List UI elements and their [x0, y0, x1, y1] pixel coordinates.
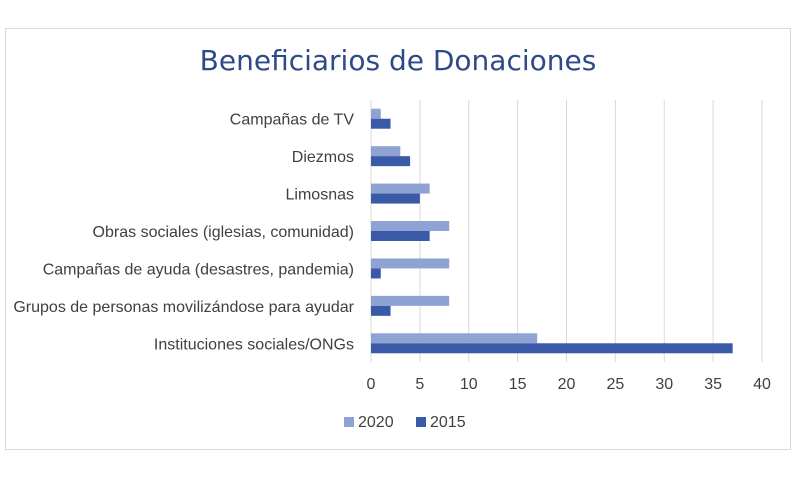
bar-2020 — [371, 108, 381, 119]
category-label: Campañas de TV — [230, 112, 355, 129]
bar-2020 — [371, 183, 430, 194]
x-tick-label: 35 — [704, 376, 722, 393]
x-tick-label: 0 — [367, 376, 376, 393]
legend-swatch-2015 — [416, 417, 426, 427]
bar-2015 — [371, 231, 430, 241]
x-tick-label: 20 — [558, 376, 576, 393]
category-label: Limosnas — [286, 187, 354, 204]
x-tick-label: 25 — [606, 376, 624, 393]
bar-2015 — [371, 193, 420, 204]
category-label: Instituciones sociales/ONGs — [154, 336, 354, 353]
chart-title: Beneficiarios de Donaciones — [200, 44, 597, 77]
legend-swatch-2020 — [344, 417, 354, 427]
x-tick-label: 30 — [655, 376, 673, 393]
bar-2015 — [371, 268, 381, 279]
bar-2015 — [371, 156, 411, 167]
bar-2020 — [371, 333, 538, 344]
bar-2020 — [371, 258, 450, 269]
bar-2020 — [371, 295, 450, 306]
x-tick-label: 15 — [509, 376, 527, 393]
bar-2015 — [371, 118, 391, 129]
legend-label-2015: 2015 — [430, 414, 466, 431]
x-tick-label: 40 — [753, 376, 771, 393]
category-label: Campañas de ayuda (desastres, pandemia) — [43, 261, 354, 278]
bar-2015 — [371, 305, 391, 316]
x-tick-label: 10 — [460, 376, 478, 393]
legend-label-2020: 2020 — [358, 414, 394, 431]
x-tick-label: 5 — [415, 376, 424, 393]
category-label: Diezmos — [292, 149, 354, 166]
bar-2015 — [371, 343, 733, 354]
bar-2020 — [371, 146, 401, 157]
category-label: Grupos de personas movilizándose para ay… — [13, 299, 354, 316]
category-label: Obras sociales (iglesias, comunidad) — [93, 224, 354, 241]
bar-2020 — [371, 221, 450, 231]
